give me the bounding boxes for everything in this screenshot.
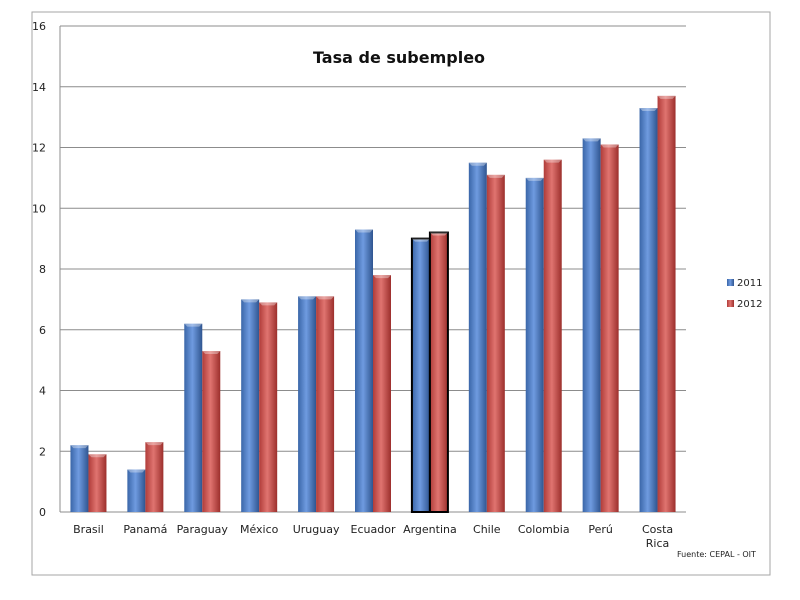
bar-bevel xyxy=(316,296,335,300)
bar-paraguay-2011 xyxy=(184,323,203,512)
bar-paraguay-2012 xyxy=(202,351,221,512)
bar-bevel xyxy=(241,299,260,303)
legend-swatch-2011 xyxy=(727,279,734,286)
bar-bevel xyxy=(600,144,619,148)
x-category-label: Chile xyxy=(473,523,501,536)
bar-perú-2011 xyxy=(582,138,601,512)
bar-bevel xyxy=(88,454,107,458)
bar-bevel xyxy=(468,162,487,166)
x-category-label: Perú xyxy=(588,523,613,536)
x-axis-categories: Brasil Panamá Paraguay México Uruguay Ecuador… xyxy=(73,523,673,550)
y-tick-label: 14 xyxy=(32,81,46,94)
bar-panamá-2012 xyxy=(145,442,164,512)
x-category-label: Argentina xyxy=(403,523,457,536)
bar-chile-2012 xyxy=(486,174,505,512)
bar-bevel xyxy=(355,229,373,233)
bar-ecuador-2011 xyxy=(355,229,373,512)
bar-argentina-2012 xyxy=(428,231,449,514)
legend-label-2011: 2011 xyxy=(737,278,762,289)
bar-ecuador-2012 xyxy=(373,275,391,512)
bar-bevel xyxy=(184,323,203,327)
bar-colombia-2012 xyxy=(543,159,562,512)
x-category-label: Paraguay xyxy=(177,523,229,536)
bar-brasil-2012 xyxy=(88,454,107,512)
bar-bevel xyxy=(543,159,562,163)
legend-swatch-2012 xyxy=(727,300,734,307)
y-tick-label: 10 xyxy=(32,202,46,215)
x-category-label: Ecuador xyxy=(351,523,396,536)
x-category-label: Colombia xyxy=(518,523,570,536)
legend: 2011 2012 xyxy=(727,278,762,310)
y-axis-ticks: 0 2 4 6 8 10 12 14 16 xyxy=(32,20,46,519)
bar-bevel xyxy=(70,445,89,449)
y-tick-label: 16 xyxy=(32,20,46,33)
bar-costa-rica-2011 xyxy=(639,108,658,512)
bar-bevel xyxy=(127,469,146,473)
bar-argentina-2011 xyxy=(410,237,431,513)
bar-méxico-2012 xyxy=(259,302,278,512)
bar-costa-rica-2012 xyxy=(657,95,676,513)
bar-bevel xyxy=(411,238,430,242)
y-tick-label: 8 xyxy=(39,263,46,276)
bar-bevel xyxy=(202,351,221,355)
bar-brasil-2011 xyxy=(70,445,89,512)
bars xyxy=(70,95,676,514)
chart-title: Tasa de subempleo xyxy=(313,48,485,67)
bar-perú-2012 xyxy=(600,144,619,512)
y-tick-label: 2 xyxy=(39,445,46,458)
y-tick-label: 0 xyxy=(39,506,46,519)
source-note: Fuente: CEPAL - OIT xyxy=(677,550,756,559)
bar-bevel xyxy=(486,174,505,178)
bar-bevel xyxy=(639,108,658,112)
y-tick-label: 6 xyxy=(39,324,46,337)
x-category-label: Panamá xyxy=(123,523,167,536)
x-category-label: Costa Rica xyxy=(642,523,673,550)
bar-bevel xyxy=(525,177,544,181)
bar-chile-2011 xyxy=(468,162,487,512)
bar-uruguay-2012 xyxy=(316,296,335,512)
bar-bevel xyxy=(298,296,317,300)
bar-bevel xyxy=(582,138,601,142)
gridlines xyxy=(59,25,686,513)
y-tick-label: 12 xyxy=(32,142,46,155)
bar-méxico-2011 xyxy=(241,299,260,512)
bar-colombia-2011 xyxy=(525,177,544,512)
bar-panamá-2011 xyxy=(127,469,146,512)
bar-bevel xyxy=(373,275,391,279)
x-category-label: México xyxy=(240,523,279,536)
bar-bevel xyxy=(657,95,676,99)
y-tick-label: 4 xyxy=(39,385,46,398)
bar-bevel xyxy=(259,302,278,306)
bar-bevel xyxy=(429,232,448,236)
legend-label-2012: 2012 xyxy=(737,299,762,310)
x-category-label: Uruguay xyxy=(293,523,340,536)
bar-uruguay-2011 xyxy=(298,296,317,512)
bar-bevel xyxy=(145,442,164,446)
x-category-label: Brasil xyxy=(73,523,104,536)
